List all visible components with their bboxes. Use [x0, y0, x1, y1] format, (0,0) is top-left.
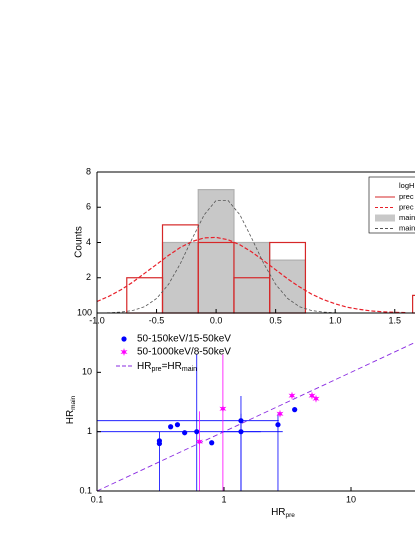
circle-marker — [194, 429, 200, 435]
x-tick-label: 1.5 — [388, 315, 401, 325]
histogram-bar — [412, 294, 415, 314]
x-tick-label: -0.5 — [149, 315, 165, 325]
star-marker — [195, 437, 203, 446]
legend-label: 50-150keV/15-50keV — [137, 334, 231, 345]
legend-swatch — [375, 214, 395, 222]
label-base: HR — [65, 410, 76, 424]
label-sub: pre — [151, 366, 161, 373]
x-tick-label: 0.5 — [269, 315, 282, 325]
y-tick-label: 4 — [86, 237, 91, 247]
y-tick-label: 8 — [86, 166, 91, 176]
legend-title: logH — [399, 181, 414, 190]
star-marker — [312, 394, 320, 403]
legend-label: prec — [399, 202, 414, 211]
label-sub: main — [70, 395, 77, 409]
star-marker — [308, 391, 316, 400]
y-tick-label: 6 — [86, 202, 91, 212]
circle-marker — [292, 407, 298, 413]
star-marker — [219, 404, 227, 413]
circle-marker — [182, 430, 188, 436]
label-sub: pre — [286, 512, 296, 519]
star-marker — [288, 391, 296, 400]
x-axis-label: HRpre — [271, 507, 295, 519]
legend-box — [368, 176, 415, 234]
y-axis-label: HRmain — [65, 395, 77, 424]
legend-label: 50-1000keV/8-50keV — [137, 347, 231, 358]
circle-marker — [174, 422, 181, 428]
label-base: HR — [271, 507, 285, 518]
y-tick-label: 2 — [86, 272, 91, 282]
histogram-bar — [197, 189, 235, 314]
circle-marker — [168, 424, 174, 430]
label-sub: main — [182, 366, 197, 373]
star-marker — [276, 409, 284, 418]
legend-label: prec — [399, 192, 414, 201]
x-tick-label: 1.0 — [329, 315, 342, 325]
fit-curve — [96, 236, 407, 314]
circle-marker — [209, 440, 215, 446]
y-axis-label: Counts — [74, 226, 85, 258]
legend-label: main — [399, 223, 415, 232]
histogram-bar — [161, 241, 199, 314]
circle-marker — [238, 429, 244, 435]
x-tick-label: 10 — [346, 494, 356, 504]
label-base: HR — [137, 361, 151, 372]
label-base: =HR — [162, 361, 182, 372]
circle-marker — [156, 440, 163, 447]
y-tick-label: 1 — [87, 426, 92, 436]
circle-marker — [275, 422, 281, 428]
x-tick-label: 0.0 — [210, 315, 223, 325]
star-marker — [120, 348, 128, 356]
y-tick-label: 100 — [77, 307, 92, 317]
x-tick-label: 0.1 — [91, 494, 104, 504]
reference-line — [96, 342, 415, 492]
x-tick-label: 1 — [221, 494, 226, 504]
y-tick-label: 10 — [82, 367, 92, 377]
circle-marker — [238, 418, 244, 424]
legend-label: main — [399, 213, 415, 222]
legend-label: HRpre=HRmain — [137, 361, 197, 373]
circle-marker — [121, 336, 127, 342]
y-tick-label: 0.1 — [79, 485, 92, 495]
